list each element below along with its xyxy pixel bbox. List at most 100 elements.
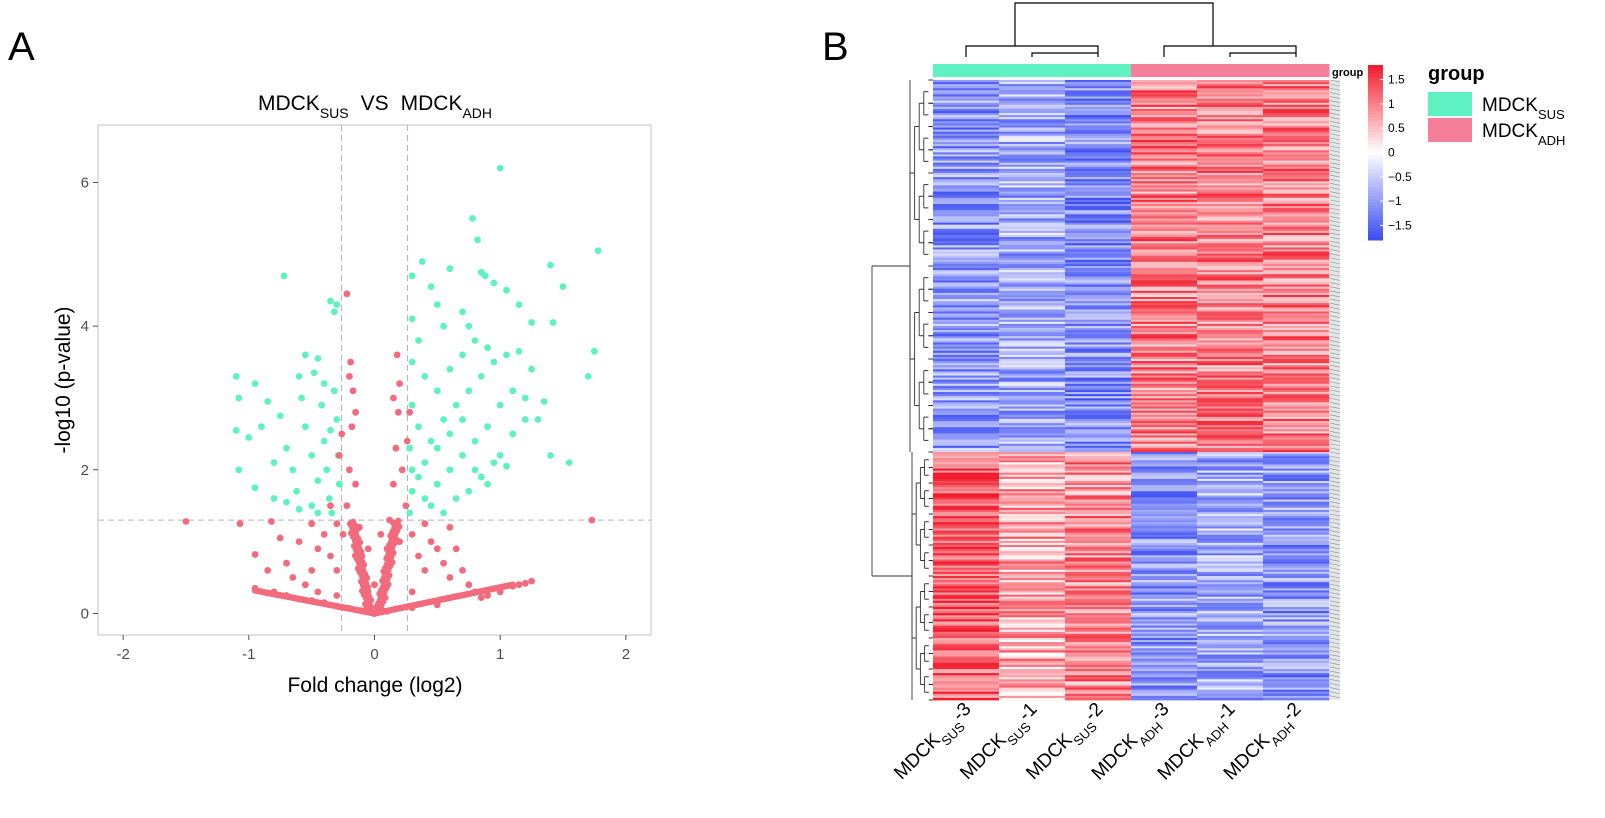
- heatmap-cell: [999, 435, 1066, 438]
- heatmap-cell: [1131, 398, 1198, 401]
- heatmap-cell: [999, 689, 1066, 693]
- point-not-significant: [327, 552, 334, 560]
- heatmap-cell: [1263, 638, 1330, 641]
- row-label-tick: [1329, 125, 1341, 128]
- heatmap-cell: [1065, 303, 1132, 306]
- heatmap-cell: [933, 309, 1000, 312]
- heatmap-cell: [999, 607, 1066, 610]
- heatmap-cell: [1065, 255, 1132, 259]
- colorbar-step: [1368, 102, 1383, 107]
- volcano-title-sub1: SUS: [320, 105, 349, 121]
- row-label-tick: [1329, 451, 1341, 455]
- heatmap-cell: [933, 433, 1000, 436]
- colorbar-step: [1368, 167, 1383, 171]
- heatmap-cell: [999, 445, 1066, 449]
- heatmap-cell: [1197, 633, 1264, 637]
- heatmap-cell: [1197, 493, 1264, 496]
- row-label-tick: [1329, 191, 1341, 194]
- heatmap-cell: [1263, 569, 1330, 573]
- heatmap-cell: [1131, 282, 1198, 285]
- point-significant: [232, 373, 240, 380]
- heatmap-cell: [1131, 526, 1198, 529]
- heatmap-cell: [1065, 369, 1132, 372]
- heatmap-cell: [999, 567, 1066, 571]
- heatmap-cell: [999, 241, 1066, 244]
- heatmap-cell: [1065, 135, 1132, 139]
- heatmap-cell: [1065, 367, 1132, 370]
- heatmap-cell: [933, 675, 1000, 678]
- heatmap-cell: [1065, 437, 1132, 440]
- row-label-tick: [1329, 402, 1341, 405]
- heatmap-cell: [999, 117, 1066, 120]
- row-label-tick: [1329, 149, 1341, 153]
- heatmap-cell: [1065, 86, 1132, 89]
- heatmap-cell: [999, 199, 1066, 203]
- heatmap-cell: [1131, 354, 1198, 358]
- heatmap-cell: [1263, 392, 1330, 395]
- heatmap-cell: [1263, 660, 1330, 664]
- heatmap-cell: [1131, 563, 1198, 567]
- heatmap-cell: [1065, 499, 1132, 502]
- heatmap-cell: [1197, 615, 1264, 618]
- heatmap-cell: [1263, 90, 1330, 93]
- heatmap-cell: [1263, 398, 1330, 401]
- heatmap-cell: [999, 687, 1066, 691]
- heatmap-cell: [933, 567, 1000, 571]
- heatmap-cell: [1263, 573, 1330, 577]
- heatmap-cell: [1197, 623, 1264, 626]
- row-label-tick: [1329, 625, 1341, 628]
- heatmap-cell: [1131, 261, 1198, 265]
- heatmap-cell: [1065, 148, 1132, 151]
- heatmap-cell: [1065, 406, 1132, 409]
- heatmap-cell: [1263, 664, 1330, 668]
- heatmap-cell: [1131, 501, 1198, 505]
- heatmap-cell: [933, 387, 1000, 391]
- heatmap-cell: [1131, 662, 1198, 666]
- heatmap-cell: [1197, 638, 1264, 641]
- heatmap-cell: [1197, 201, 1264, 205]
- heatmap-cell: [1263, 282, 1330, 285]
- heatmap-cell: [933, 452, 1000, 455]
- heatmap-cell: [933, 530, 1000, 533]
- heatmap-cell: [1263, 474, 1330, 478]
- point-significant: [528, 365, 535, 373]
- dendro-branch: [1014, 2, 1214, 46]
- heatmap-cell: [999, 255, 1066, 259]
- row-label-tick: [1329, 240, 1341, 244]
- heatmap-cell: [1065, 511, 1132, 515]
- heatmap-cell: [1131, 673, 1198, 676]
- heatmap-cell: [1197, 437, 1264, 440]
- heatmap-cell: [933, 565, 1000, 569]
- heatmap-cell: [933, 590, 1000, 593]
- heatmap-cell: [1065, 642, 1132, 645]
- heatmap-cell: [1065, 338, 1132, 341]
- point-significant: [232, 426, 240, 434]
- heatmap-cell: [1131, 437, 1198, 440]
- heatmap-cell: [933, 266, 1000, 269]
- heatmap-cell: [1065, 582, 1132, 585]
- point-significant: [446, 466, 454, 474]
- row-label-tick: [1329, 559, 1341, 562]
- colorbar-step: [1368, 88, 1383, 92]
- heatmap-cell: [1263, 299, 1330, 302]
- heatmap-cell: [1131, 598, 1198, 602]
- heatmap-cell: [999, 338, 1066, 341]
- heatmap-cell: [1065, 119, 1132, 122]
- row-label-tick: [1329, 261, 1341, 265]
- heatmap-cell: [1263, 259, 1330, 263]
- point-not-significant: [302, 581, 309, 589]
- heatmap-cell: [1263, 241, 1330, 244]
- heatmap-cell: [1131, 94, 1198, 97]
- heatmap-cell: [1197, 356, 1264, 360]
- heatmap-cell: [933, 148, 1000, 151]
- heatmap-cell: [1263, 212, 1330, 215]
- heatmap-cell: [999, 319, 1066, 323]
- heatmap-cell: [1197, 175, 1264, 178]
- heatmap-cell: [1263, 208, 1330, 211]
- heatmap-cell: [1197, 607, 1264, 610]
- heatmap-cell: [1131, 470, 1198, 474]
- point-significant: [459, 416, 466, 423]
- heatmap-cell: [1131, 609, 1198, 612]
- column-dendrogram: [965, 2, 1297, 57]
